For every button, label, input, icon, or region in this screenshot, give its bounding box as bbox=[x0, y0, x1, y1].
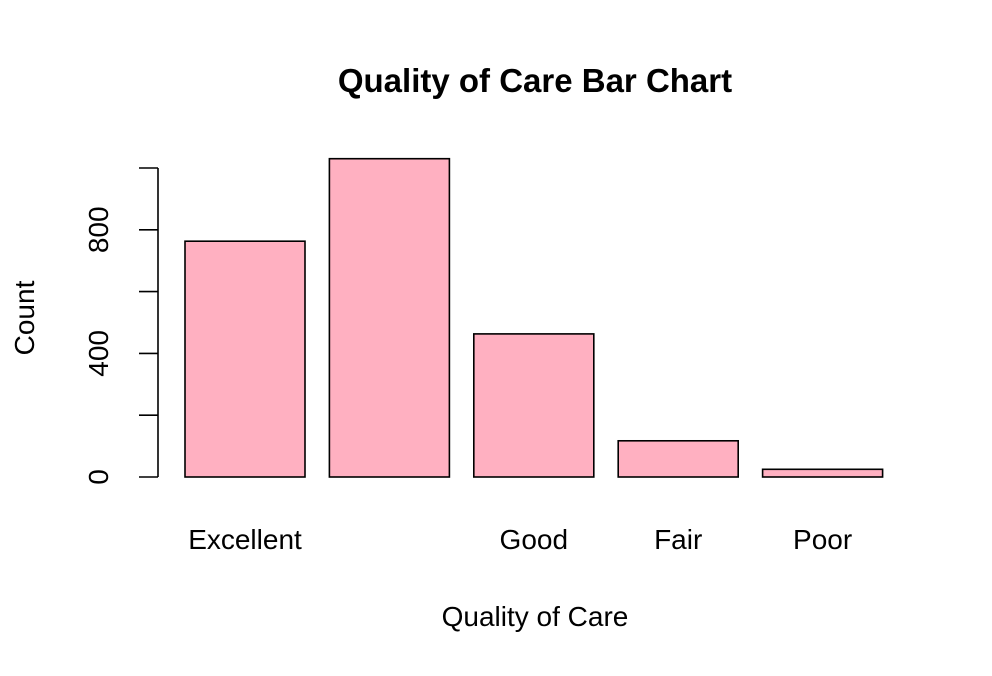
bar-3 bbox=[472, 333, 595, 478]
bar-4 bbox=[617, 439, 740, 478]
x-axis-labels: Excellent Good Fair Poor bbox=[188, 524, 852, 555]
chart-title: Quality of Care Bar Chart bbox=[338, 62, 732, 99]
bars-group bbox=[184, 157, 884, 478]
y-axis: 0 400 800 bbox=[83, 167, 159, 485]
x-tick-label-4: Fair bbox=[654, 524, 702, 555]
bar-5 bbox=[761, 468, 884, 478]
x-tick-label-5: Poor bbox=[793, 524, 852, 555]
bar-2 bbox=[328, 157, 451, 478]
bar-1 bbox=[184, 240, 306, 478]
x-tick-label-1: Excellent bbox=[188, 524, 302, 555]
x-tick-label-3: Good bbox=[500, 524, 569, 555]
y-tick-label-5: 800 bbox=[83, 206, 114, 253]
y-tick-label-1: 0 bbox=[83, 469, 114, 485]
x-axis-label: Quality of Care bbox=[442, 601, 629, 632]
y-axis-label: Count bbox=[9, 280, 40, 355]
y-tick-label-3: 400 bbox=[83, 330, 114, 377]
